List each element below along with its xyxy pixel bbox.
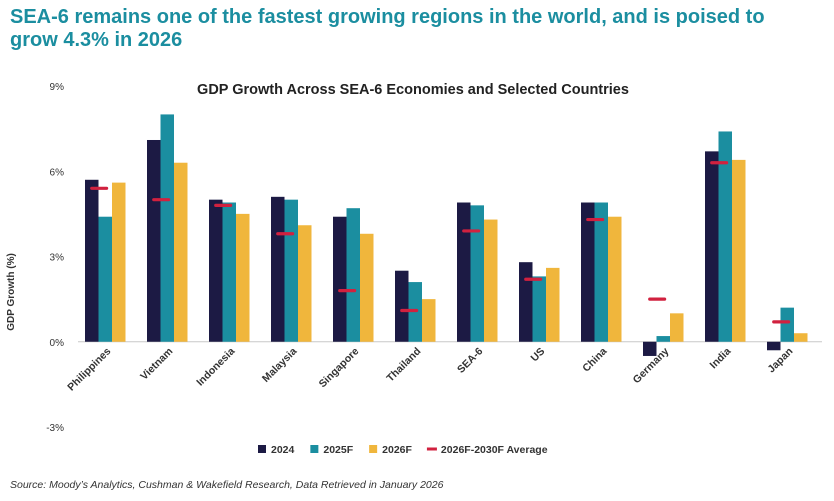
x-tick-label-philippines: Philippines [65,345,113,393]
bar-layer [85,114,808,356]
bar-malaysia-2025f [284,199,298,342]
bar-germany-2024 [643,341,657,356]
legend-swatch-2024 [258,445,266,453]
bar-china-2025f [594,202,608,342]
bar-india-2026f [732,159,746,342]
bar-us-2026f [546,267,560,342]
x-tick-label-singapore: Singapore [317,345,362,390]
chart-svg: GDP Growth Across SEA-6 Economies and Se… [6,82,822,456]
bar-malaysia-2024 [271,196,285,342]
legend-label-2025f: 2025F [323,444,353,456]
y-tick-label: 6% [50,167,65,178]
bar-singapore-2025f [346,208,360,342]
chart: GDP Growth Across SEA-6 Economies and Se… [0,70,834,470]
headline: SEA-6 remains one of the fastest growing… [10,6,765,51]
bar-germany-2026f [670,313,684,342]
legend-swatch-2026f [369,445,378,453]
bar-indonesia-2024 [209,199,223,342]
x-tick-label-vietnam: Vietnam [138,345,175,382]
axis-layer: -3% 0% 3% 6% 9% [46,82,822,434]
chart-title: GDP Growth Across SEA-6 Economies and Se… [197,82,629,98]
marker-layer [90,161,791,324]
legend-label-2026f-2030f-average: 2026F-2030F Average [441,444,548,456]
x-tick-label-malaysia: Malaysia [260,345,300,385]
bar-us-2025f [532,276,546,342]
bar-japan-2025f [780,307,794,342]
y-tick-label: 3% [50,253,65,264]
x-tick-labels: Philippines Vietnam Indonesia Malaysia Singa… [65,345,795,393]
bar-malaysia-2026f [298,225,312,342]
bar-indonesia-2026f [236,213,250,342]
y-tick-label: 0% [50,338,65,349]
x-tick-label-thailand: Thailand [384,345,423,384]
y-tick-label: -3% [46,423,64,434]
bar-india-2024 [705,151,719,342]
bar-singapore-2026f [360,233,374,342]
bar-japan-2024 [767,341,781,351]
bar-singapore-2024 [333,216,347,342]
bar-us-2024 [519,262,533,342]
y-tick-label: 9% [50,82,65,93]
legend-label-2024: 2024 [271,444,295,456]
x-tick-label-china: China [580,345,609,374]
bar-indonesia-2025f [222,202,236,342]
bar-india-2025f [718,131,732,342]
bar-china-2024 [581,202,595,342]
x-tick-label-india: India [708,345,734,371]
bar-vietnam-2025f [160,114,174,342]
bar-thailand-2026f [422,299,436,342]
y-axis-label: GDP Growth (%) [6,253,17,331]
bar-sea-6-2024 [457,202,471,342]
bar-sea-6-2026f [484,219,498,342]
bar-thailand-2024 [395,270,409,342]
source-note: Source: Moody’s Analytics, Cushman & Wak… [10,479,444,491]
x-tick-label-us: US [529,345,548,364]
bar-vietnam-2024 [147,139,161,342]
bar-germany-2025f [656,336,670,342]
x-tick-label-sea-6: SEA-6 [455,345,485,375]
legend: 2024 2025F 2026F 2026F-2030F Average [258,444,548,456]
legend-label-2026f: 2026F [382,444,412,456]
bar-sea-6-2025f [470,205,484,342]
bar-philippines-2025f [98,216,112,342]
bar-philippines-2024 [85,179,99,342]
x-tick-label-indonesia: Indonesia [194,345,237,388]
bar-vietnam-2026f [174,162,188,342]
bar-japan-2026f [794,333,808,342]
bar-philippines-2026f [112,182,126,342]
bar-china-2026f [608,216,622,342]
legend-swatch-2025f [310,445,319,453]
